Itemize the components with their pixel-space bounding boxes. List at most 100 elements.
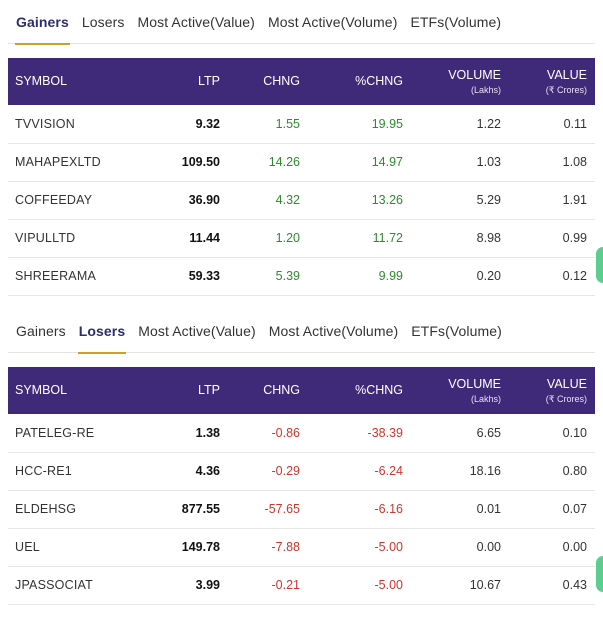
cell-ltp: 4.36 bbox=[195, 464, 220, 478]
tab-most-active-value[interactable]: Most Active(Value) bbox=[137, 13, 255, 30]
cell-pchng: -38.39 bbox=[367, 425, 403, 440]
cell-volume: 18.16 bbox=[469, 464, 501, 478]
tab-losers[interactable]: Losers bbox=[81, 13, 125, 30]
cell-volume: 6.65 bbox=[476, 425, 501, 440]
cell-value: 1.08 bbox=[562, 155, 587, 169]
cell-value: 0.10 bbox=[562, 425, 587, 440]
cell-symbol[interactable]: SHREERAMA bbox=[15, 269, 96, 283]
col-value[interactable]: VALUE (₹ Crores) bbox=[509, 367, 595, 414]
cell-symbol[interactable]: ELDEHSG bbox=[15, 502, 77, 516]
cell-ltp: 36.90 bbox=[188, 193, 220, 207]
tab-most-active-volume[interactable]: Most Active(Volume) bbox=[267, 13, 398, 30]
cell-symbol[interactable]: HCC-RE1 bbox=[15, 464, 72, 478]
cell-chng: 4.32 bbox=[275, 193, 300, 207]
cell-volume: 0.20 bbox=[476, 269, 501, 283]
cell-symbol[interactable]: JPASSOCIAT bbox=[15, 578, 93, 592]
cell-value: 0.00 bbox=[562, 540, 587, 554]
table-row[interactable]: TVVISION 9.32 1.55 19.95 1.22 0.11 bbox=[8, 105, 595, 143]
cell-pchng: -6.16 bbox=[374, 502, 404, 516]
cell-pchng: 19.95 bbox=[371, 116, 403, 131]
cell-volume: 1.03 bbox=[476, 155, 501, 169]
col-volume[interactable]: VOLUME (Lakhs) bbox=[411, 58, 509, 105]
table-row[interactable]: COFFEEDAY 36.90 4.32 13.26 5.29 1.91 bbox=[8, 181, 595, 219]
table-row[interactable]: HCC-RE1 4.36 -0.29 -6.24 18.16 0.80 bbox=[8, 452, 595, 490]
floating-widget-edge[interactable] bbox=[596, 247, 603, 283]
col-pchng[interactable]: %CHNG bbox=[355, 383, 403, 398]
col-volume[interactable]: VOLUME (Lakhs) bbox=[411, 367, 509, 414]
cell-value: 0.11 bbox=[563, 116, 587, 131]
cell-chng: -0.29 bbox=[271, 464, 301, 478]
table-row[interactable]: SHREERAMA 59.33 5.39 9.99 0.20 0.12 bbox=[8, 257, 595, 295]
cell-pchng: 11.72 bbox=[372, 231, 403, 245]
col-ltp[interactable]: LTP bbox=[198, 383, 220, 398]
table-row[interactable]: MAHAPEXLTD 109.50 14.26 14.97 1.03 1.08 bbox=[8, 143, 595, 181]
cell-volume: 0.01 bbox=[476, 502, 501, 516]
cell-chng: -7.88 bbox=[271, 540, 301, 554]
cell-value: 1.91 bbox=[562, 193, 587, 207]
col-volume-unit: (Lakhs) bbox=[470, 84, 501, 95]
col-value-label: VALUE bbox=[546, 68, 587, 83]
floating-widget-edge[interactable] bbox=[596, 556, 603, 592]
cell-chng: -0.86 bbox=[271, 425, 301, 440]
cell-ltp: 109.50 bbox=[181, 155, 220, 169]
col-value[interactable]: VALUE (₹ Crores) bbox=[509, 58, 595, 105]
market-tabs: Gainers Losers Most Active(Value) Most A… bbox=[8, 309, 595, 354]
table-row[interactable]: PATELEG-RE 1.38 -0.86 -38.39 6.65 0.10 bbox=[8, 414, 595, 452]
cell-symbol[interactable]: COFFEEDAY bbox=[15, 193, 93, 207]
tab-gainers[interactable]: Gainers bbox=[16, 322, 66, 339]
table-row[interactable]: ELDEHSG 877.55 -57.65 -6.16 0.01 0.07 bbox=[8, 490, 595, 528]
col-pchng[interactable]: %CHNG bbox=[355, 74, 403, 89]
cell-symbol[interactable]: PATELEG-RE bbox=[15, 425, 95, 440]
cell-value: 0.12 bbox=[562, 269, 587, 283]
col-volume-label: VOLUME bbox=[448, 68, 501, 83]
cell-chng: -57.65 bbox=[264, 502, 300, 516]
cell-chng: 1.55 bbox=[275, 116, 300, 131]
tab-most-active-value[interactable]: Most Active(Value) bbox=[138, 322, 256, 339]
cell-volume: 5.29 bbox=[476, 193, 501, 207]
tab-losers[interactable]: Losers bbox=[77, 322, 126, 354]
cell-pchng: -5.00 bbox=[374, 540, 404, 554]
cell-symbol[interactable]: VIPULLTD bbox=[15, 231, 76, 245]
cell-ltp: 59.33 bbox=[188, 269, 220, 283]
tab-gainers[interactable]: Gainers bbox=[15, 13, 70, 45]
cell-ltp: 9.32 bbox=[195, 116, 220, 131]
cell-pchng: -6.24 bbox=[374, 464, 404, 478]
table-row[interactable]: VIPULLTD 11.44 1.20 11.72 8.98 0.99 bbox=[8, 219, 595, 257]
col-chng[interactable]: CHNG bbox=[263, 74, 300, 89]
col-symbol[interactable]: SYMBOL bbox=[15, 74, 68, 89]
cell-value: 0.07 bbox=[562, 502, 587, 516]
table-row[interactable]: JPASSOCIAT 3.99 -0.21 -5.00 10.67 0.43 bbox=[8, 566, 595, 604]
cell-value: 0.80 bbox=[562, 464, 587, 478]
col-chng[interactable]: CHNG bbox=[263, 383, 300, 398]
cell-chng: 14.26 bbox=[268, 155, 300, 169]
col-symbol[interactable]: SYMBOL bbox=[15, 383, 68, 398]
cell-volume: 0.00 bbox=[476, 540, 501, 554]
tab-etfs-volume[interactable]: ETFs(Volume) bbox=[410, 13, 502, 30]
cell-volume: 10.67 bbox=[469, 578, 501, 592]
cell-symbol[interactable]: UEL bbox=[15, 540, 40, 554]
cell-pchng: 13.26 bbox=[371, 193, 403, 207]
col-value-unit: (₹ Crores) bbox=[545, 84, 587, 95]
tab-etfs-volume[interactable]: ETFs(Volume) bbox=[411, 322, 502, 339]
cell-ltp: 1.38 bbox=[195, 425, 220, 440]
cell-ltp: 877.55 bbox=[181, 502, 220, 516]
col-volume-unit: (Lakhs) bbox=[470, 393, 501, 404]
table-header-row: SYMBOL LTP CHNG %CHNG VOLUME (Lakhs) VALU… bbox=[8, 58, 595, 105]
cell-symbol[interactable]: MAHAPEXLTD bbox=[15, 155, 101, 169]
cell-value: 0.43 bbox=[562, 578, 587, 592]
tab-most-active-volume[interactable]: Most Active(Volume) bbox=[268, 322, 399, 339]
cell-symbol[interactable]: TVVISION bbox=[15, 116, 75, 131]
losers-table: SYMBOL LTP CHNG %CHNG VOLUME (Lakhs) VALU… bbox=[8, 367, 595, 605]
cell-ltp: 3.99 bbox=[195, 578, 220, 592]
cell-chng: -0.21 bbox=[271, 578, 301, 592]
col-volume-label: VOLUME bbox=[448, 377, 501, 392]
table-row[interactable]: UEL 149.78 -7.88 -5.00 0.00 0.00 bbox=[8, 528, 595, 566]
col-value-label: VALUE bbox=[546, 377, 587, 392]
cell-pchng: 9.99 bbox=[378, 269, 403, 283]
col-ltp[interactable]: LTP bbox=[198, 74, 220, 89]
cell-volume: 8.98 bbox=[476, 231, 501, 245]
cell-chng: 5.39 bbox=[275, 269, 300, 283]
cell-chng: 1.20 bbox=[275, 231, 300, 245]
market-tabs: Gainers Losers Most Active(Value) Most A… bbox=[8, 0, 595, 45]
gainers-section: Gainers Losers Most Active(Value) Most A… bbox=[8, 0, 595, 295]
